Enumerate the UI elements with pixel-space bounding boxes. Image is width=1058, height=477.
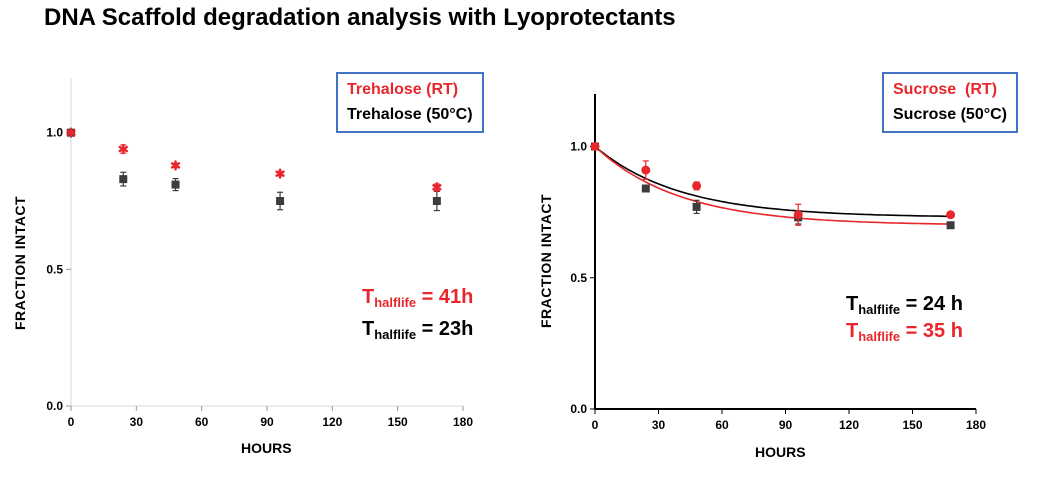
- sucrose-point-circle: [641, 165, 651, 175]
- trehalose-point-star-center: [68, 130, 74, 135]
- trehalose-x-tick-label: 120: [322, 415, 342, 429]
- trehalose-point-star-center: [277, 171, 283, 176]
- sucrose-fit-curve-1: [594, 145, 951, 225]
- trehalose-point-square: [119, 175, 128, 184]
- legend-item-sucrose-rt: Sucrose (RT): [893, 81, 998, 98]
- sucrose-y-axis-title: FRACTION INTACT: [538, 194, 554, 328]
- sucrose-y-tick-label: 0.5: [570, 271, 587, 285]
- trehalose-point-star-center: [173, 163, 178, 168]
- trehalose-point-star-center: [121, 146, 126, 152]
- trehalose-x-tick-label: 30: [130, 415, 144, 429]
- page-title: DNA Scaffold degradation analysis with L…: [44, 4, 676, 31]
- trehalose-x-tick-label: 180: [453, 415, 473, 429]
- sucrose-legend: Sucrose (RT) Sucrose (50°C): [882, 72, 1018, 133]
- sucrose-point-circle: [692, 181, 702, 191]
- sucrose-y-tick-label: 1.0: [570, 140, 587, 154]
- sucrose-point-square: [641, 184, 650, 193]
- trehalose-halflife-rt: Thalflife = 41h: [362, 286, 474, 310]
- trehalose-point-square: [432, 197, 441, 205]
- trehalose-y-tick-label: 1.0: [46, 126, 63, 140]
- sucrose-x-tick-label: 150: [902, 418, 922, 432]
- trehalose-x-tick-label: 60: [195, 415, 209, 429]
- trehalose-y-axis-title: FRACTION INTACT: [12, 196, 28, 330]
- trehalose-legend: Trehalose (RT) Trehalose (50°C): [336, 72, 484, 133]
- trehalose-halflife-50c: Thalflife = 23h: [362, 318, 474, 342]
- legend-item-trehalose-rt: Trehalose (RT): [347, 81, 459, 98]
- sucrose-y-tick-label: 0.0: [570, 402, 587, 416]
- trehalose-y-tick-label: 0.0: [46, 399, 63, 413]
- sucrose-point-square: [946, 221, 955, 230]
- sucrose-x-tick-label: 30: [652, 418, 666, 432]
- trehalose-point-star-center: [434, 185, 440, 190]
- sucrose-x-tick-label: 0: [592, 418, 599, 432]
- trehalose-x-axis-title: HOURS: [241, 440, 292, 456]
- sucrose-x-axis-title: HOURS: [755, 444, 806, 460]
- sucrose-point-circle: [590, 142, 600, 151]
- trehalose-x-tick-label: 0: [68, 415, 75, 429]
- trehalose-y-tick-label: 0.5: [46, 262, 63, 276]
- sucrose-x-tick-label: 180: [966, 418, 986, 432]
- legend-item-trehalose-50c: Trehalose (50°C): [347, 106, 473, 123]
- trehalose-x-tick-label: 90: [260, 415, 274, 429]
- trehalose-point-square: [171, 180, 180, 189]
- sucrose-point-circle: [793, 210, 803, 220]
- sucrose-halflife-50c: Thalflife = 24 h: [846, 293, 963, 317]
- sucrose-x-tick-label: 90: [779, 418, 793, 432]
- sucrose-fit-curve-0: [594, 145, 951, 218]
- trehalose-x-tick-label: 150: [388, 415, 408, 429]
- sucrose-halflife-rt: Thalflife = 35 h: [846, 320, 963, 344]
- legend-item-sucrose-50c: Sucrose (50°C): [893, 106, 1007, 123]
- sucrose-point-circle: [946, 210, 956, 220]
- sucrose-x-tick-label: 60: [715, 418, 729, 432]
- trehalose-point-square: [276, 197, 285, 205]
- sucrose-point-square: [692, 202, 701, 211]
- sucrose-x-tick-label: 120: [839, 418, 859, 432]
